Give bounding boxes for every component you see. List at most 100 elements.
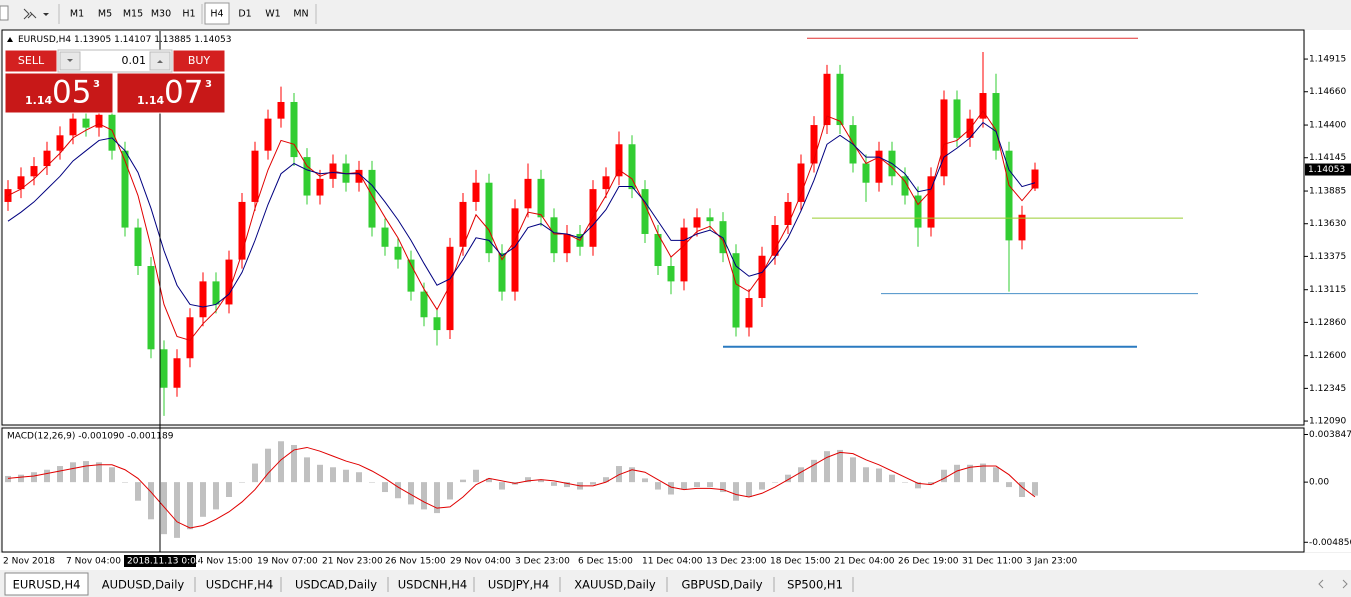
- tab-label[interactable]: USDCAD,Daily: [295, 578, 377, 592]
- macd-bar: [837, 449, 843, 483]
- candle-body: [524, 178, 532, 209]
- candle-body: [940, 99, 948, 177]
- x-tick-label: 3 Jan 23:00: [1026, 557, 1078, 567]
- macd-bar: [174, 482, 180, 538]
- macd-bar: [356, 472, 362, 483]
- timeframe-button[interactable]: M5: [98, 9, 112, 20]
- price-plot: [4, 52, 1039, 416]
- timeframe-button[interactable]: M15: [123, 9, 143, 20]
- y-tick-label: 1.12345: [1309, 384, 1346, 394]
- candle-body: [459, 201, 467, 247]
- timeframe-button[interactable]: D1: [238, 9, 251, 20]
- macd-bar: [70, 462, 76, 483]
- macd-bar: [408, 482, 414, 505]
- candle-body: [498, 253, 506, 292]
- macd-bar: [642, 478, 648, 483]
- header-value: 1.13905: [74, 35, 111, 45]
- candle-body: [342, 163, 350, 183]
- timeframe-button[interactable]: H4: [210, 9, 223, 20]
- tab[interactable]: [563, 575, 667, 594]
- toolbar-icon[interactable]: [23, 8, 37, 20]
- tab-label[interactable]: EURUSD,H4: [13, 578, 81, 592]
- timeframe-button[interactable]: M1: [70, 9, 84, 20]
- tab-label[interactable]: USDJPY,H4: [488, 578, 549, 592]
- candle-body: [823, 73, 831, 126]
- tab-label[interactable]: USDCHF,H4: [206, 578, 273, 592]
- tab-label[interactable]: USDCNH,H4: [398, 578, 467, 592]
- tab[interactable]: [477, 575, 560, 594]
- macd-bar: [668, 482, 674, 495]
- candle-body: [563, 233, 571, 254]
- y-tick-label: 0.00: [1309, 478, 1329, 488]
- timeframe-button[interactable]: MN: [293, 9, 308, 20]
- y-tick-label: 1.12090: [1309, 417, 1346, 427]
- macd-bar: [681, 482, 687, 490]
- y-tick-label: 1.13375: [1309, 252, 1346, 262]
- macd-bar: [96, 462, 102, 483]
- tab[interactable]: [284, 575, 388, 594]
- candle-body: [654, 233, 662, 267]
- tab-label[interactable]: AUDUSD,Daily: [102, 578, 185, 592]
- macd-bar: [902, 482, 908, 483]
- header-value: EURUSD,H4: [18, 35, 71, 45]
- macd-bar: [772, 482, 778, 483]
- candle-body: [160, 349, 168, 388]
- lot-box[interactable]: [57, 49, 173, 73]
- timeframe-button[interactable]: H1: [182, 9, 195, 20]
- candle-body: [69, 118, 77, 136]
- macd-bar: [889, 474, 895, 483]
- x-tick-label: 7 Nov 04:00: [66, 557, 121, 567]
- header-value: 1.13885: [154, 35, 191, 45]
- macd-bar: [1006, 482, 1012, 488]
- bid-big-figure: 1.14: [25, 94, 52, 107]
- candle-body: [602, 176, 610, 190]
- macd-bar: [707, 482, 713, 488]
- x-tick-label: 2 Nov 2018: [3, 557, 55, 567]
- timeframe-button[interactable]: M30: [151, 9, 171, 20]
- macd-bar: [434, 482, 440, 514]
- macd-bar: [733, 482, 739, 501]
- time-axis: [0, 553, 1351, 570]
- macd-bar: [330, 467, 336, 483]
- dropdown-arrow[interactable]: [43, 13, 49, 16]
- candle-body: [43, 150, 51, 167]
- tab[interactable]: [91, 575, 195, 594]
- tab-scroll[interactable]: [1318, 579, 1348, 589]
- macd-bar: [525, 477, 531, 483]
- x-tick-label: 29 Nov 04:00: [450, 557, 511, 567]
- arrow: [157, 60, 163, 63]
- candle-body: [472, 182, 480, 202]
- tab-label[interactable]: XAUUSD,Daily: [574, 578, 656, 592]
- collapse-arrow[interactable]: [7, 37, 13, 42]
- tab[interactable]: [670, 575, 774, 594]
- toolbar: [0, 0, 1351, 28]
- candle-body: [212, 281, 220, 305]
- tab-label[interactable]: GBPUSD,Daily: [681, 578, 762, 592]
- buy-button[interactable]: [172, 49, 226, 73]
- macd-bar: [252, 463, 258, 483]
- candle-body: [836, 73, 844, 126]
- crosshair-label: 2018.11.13 0:00: [127, 557, 202, 567]
- toolbar-icon[interactable]: [0, 5, 9, 21]
- macd-bar: [590, 482, 596, 485]
- macd-bar: [447, 482, 453, 500]
- timeframe-button[interactable]: W1: [265, 9, 280, 20]
- tab-active[interactable]: [4, 572, 89, 596]
- candle-body: [875, 150, 883, 183]
- candle-body: [810, 125, 818, 164]
- y-tick-label: 1.14660: [1309, 87, 1346, 97]
- tab[interactable]: [777, 575, 853, 594]
- tab[interactable]: [198, 575, 281, 594]
- bid-box[interactable]: [4, 72, 114, 114]
- candle-body: [641, 189, 649, 234]
- tab[interactable]: [391, 575, 474, 594]
- ask-box[interactable]: [116, 72, 226, 114]
- sell-button[interactable]: [4, 49, 58, 73]
- macd-bar: [213, 482, 219, 510]
- lot-value[interactable]: 0.01: [122, 54, 147, 67]
- macd-bar: [421, 482, 427, 510]
- tab-label[interactable]: SP500,H1: [787, 578, 843, 592]
- moving-average: [7, 110, 1036, 341]
- y-tick-label: 1.12860: [1309, 318, 1346, 328]
